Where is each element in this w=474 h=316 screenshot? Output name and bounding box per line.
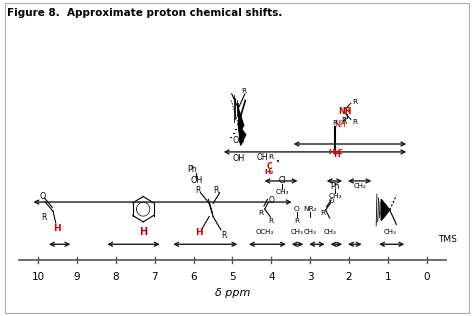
Text: OCH₃: OCH₃ [255,229,274,235]
Text: H: H [53,224,61,233]
Text: OH: OH [232,136,245,144]
Text: O: O [328,198,334,204]
Text: O: O [268,196,274,205]
Text: Figure 8.  Approximate proton chemical shifts.: Figure 8. Approximate proton chemical sh… [7,8,283,18]
Text: H: H [139,227,147,237]
Text: CH₃: CH₃ [323,229,336,235]
Text: NH: NH [338,107,352,116]
Text: O: O [294,206,300,212]
Polygon shape [238,108,244,132]
Polygon shape [381,199,390,221]
Text: O: O [40,192,46,201]
Text: R: R [320,210,325,216]
Text: 7: 7 [152,272,158,282]
Text: 5: 5 [229,272,236,282]
Text: H: H [195,228,202,237]
Text: R: R [352,99,357,105]
Text: R: R [294,217,299,223]
Text: 0: 0 [423,272,430,282]
Polygon shape [238,124,246,145]
Text: CH₃: CH₃ [383,229,396,235]
Text: R: R [213,186,219,195]
Text: Cl: Cl [278,176,286,185]
Text: •: • [276,160,280,166]
Text: OH: OH [190,176,202,185]
Text: NH: NH [335,120,346,129]
Text: R: R [345,106,350,116]
Text: R: R [41,213,47,222]
Text: 2: 2 [346,272,352,282]
Text: NR₂: NR₂ [303,206,317,212]
Text: R: R [258,210,263,216]
Text: δ ppm: δ ppm [215,288,250,298]
Text: R: R [268,154,273,160]
Text: C: C [266,162,272,171]
Text: 6: 6 [191,272,197,282]
Text: R: R [268,217,273,223]
Text: H₂: H₂ [264,169,274,175]
Text: CH₃: CH₃ [304,229,317,235]
Text: CH₃: CH₃ [275,189,289,195]
Text: R: R [241,88,246,94]
Text: OH: OH [232,154,245,163]
Text: CH₃: CH₃ [328,193,342,199]
Text: Ph: Ph [331,182,340,191]
Text: R: R [221,231,226,240]
Text: 8: 8 [113,272,119,282]
Text: 10: 10 [32,272,45,282]
Text: CH₂: CH₂ [354,183,366,189]
Text: 3: 3 [307,272,313,282]
Text: H₂C: H₂C [329,149,344,155]
Text: R: R [352,119,357,125]
Text: H: H [333,150,340,159]
Text: OH: OH [257,153,269,162]
Text: 1: 1 [384,272,391,282]
Text: R: R [332,120,337,126]
Text: TMS: TMS [438,235,457,244]
Text: 9: 9 [74,272,81,282]
Text: Ph: Ph [187,165,197,173]
Text: R: R [195,186,200,195]
Text: R: R [342,117,347,126]
Text: CH₃: CH₃ [290,229,303,235]
Text: 4: 4 [268,272,274,282]
